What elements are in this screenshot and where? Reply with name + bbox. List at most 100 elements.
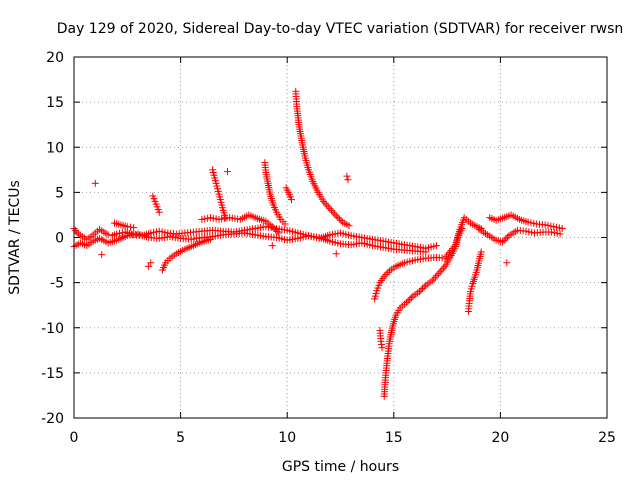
data-point xyxy=(327,206,335,214)
data-point xyxy=(201,215,209,223)
data-point xyxy=(547,222,555,230)
data-point xyxy=(439,264,447,272)
data-point xyxy=(415,288,423,296)
x-tick-label: 5 xyxy=(176,430,185,446)
data-point xyxy=(337,217,345,225)
data-point xyxy=(147,259,155,267)
data-point xyxy=(417,286,425,294)
data-point xyxy=(503,233,511,241)
data-point xyxy=(499,238,507,246)
data-point xyxy=(420,283,428,291)
data-point xyxy=(221,214,229,222)
data-point xyxy=(334,213,342,221)
data-point xyxy=(335,215,343,223)
x-tick-label: 20 xyxy=(491,430,509,446)
data-point xyxy=(403,298,411,306)
data-point xyxy=(323,201,331,209)
data-point xyxy=(548,228,556,236)
data-point xyxy=(275,229,283,237)
data-point xyxy=(382,271,390,279)
y-axis-label: SDTVAR / TECUs xyxy=(7,180,23,295)
data-point xyxy=(380,272,388,280)
y-tick-label: -5 xyxy=(50,276,64,292)
y-tick-label: 15 xyxy=(46,95,64,111)
data-point xyxy=(436,268,444,276)
data-point xyxy=(422,248,430,256)
x-tick-label: 0 xyxy=(70,430,79,446)
data-point xyxy=(435,270,443,278)
data-point xyxy=(558,224,566,232)
data-point xyxy=(407,294,415,302)
data-point xyxy=(384,269,392,277)
data-point xyxy=(98,251,106,259)
data-point xyxy=(115,229,123,237)
data-point xyxy=(556,230,564,238)
data-point xyxy=(428,277,436,285)
data-point xyxy=(502,235,510,243)
data-point xyxy=(71,226,79,234)
data-point xyxy=(104,231,112,239)
data-point xyxy=(73,228,81,236)
data-point xyxy=(377,337,385,345)
data-point xyxy=(527,219,535,227)
chart-title: Day 129 of 2020, Sidereal Day-to-day VTE… xyxy=(57,21,624,37)
data-point xyxy=(319,197,327,205)
data-point xyxy=(270,224,278,232)
data-point xyxy=(326,205,334,213)
data-point xyxy=(332,250,340,258)
data-point xyxy=(530,219,538,227)
data-point xyxy=(419,284,427,292)
data-point xyxy=(524,218,532,226)
y-tick-label: 20 xyxy=(46,50,64,66)
data-points xyxy=(70,87,566,400)
data-point xyxy=(553,229,561,237)
data-point xyxy=(287,196,295,204)
data-point xyxy=(343,172,351,180)
data-point xyxy=(430,275,438,283)
data-point xyxy=(550,229,558,237)
x-tick-label: 10 xyxy=(278,430,296,446)
x-tick-label: 15 xyxy=(385,430,403,446)
y-tick-label: -20 xyxy=(41,411,64,427)
y-tick-label: -10 xyxy=(41,321,64,337)
data-point xyxy=(378,340,386,348)
data-point xyxy=(321,199,329,207)
x-tick-label: 25 xyxy=(598,430,616,446)
data-point xyxy=(503,259,511,267)
data-point xyxy=(273,227,281,235)
data-point xyxy=(331,210,339,218)
data-point xyxy=(433,271,441,279)
data-point xyxy=(544,221,552,229)
data-point xyxy=(332,212,340,220)
y-tick-label: 10 xyxy=(46,140,64,156)
data-point xyxy=(345,222,353,230)
data-point xyxy=(522,227,530,235)
data-point xyxy=(438,266,446,274)
y-tick-label: 5 xyxy=(55,185,64,201)
data-point xyxy=(344,176,352,184)
data-point xyxy=(555,224,563,232)
data-point xyxy=(406,295,414,303)
data-point xyxy=(271,226,279,234)
data-point xyxy=(130,224,138,232)
data-point xyxy=(158,228,166,236)
data-point xyxy=(431,273,439,281)
data-point xyxy=(145,262,153,270)
data-point xyxy=(477,248,485,256)
data-point xyxy=(432,242,440,250)
axis-ticks: 0 5 10 15 20 25 -20 -15 -10 -5 0 5 10 15 20 xyxy=(41,50,616,446)
data-point xyxy=(281,220,289,228)
data-point xyxy=(206,214,214,222)
data-point xyxy=(155,227,163,235)
data-point xyxy=(458,224,466,232)
data-point xyxy=(113,230,121,238)
data-point xyxy=(550,223,558,231)
data-point xyxy=(404,297,412,305)
data-point xyxy=(525,228,533,236)
data-point xyxy=(324,203,332,211)
data-point xyxy=(206,235,214,243)
data-point xyxy=(147,229,155,237)
data-point xyxy=(329,208,337,216)
data-point xyxy=(268,242,276,250)
y-tick-label: -15 xyxy=(41,366,64,382)
